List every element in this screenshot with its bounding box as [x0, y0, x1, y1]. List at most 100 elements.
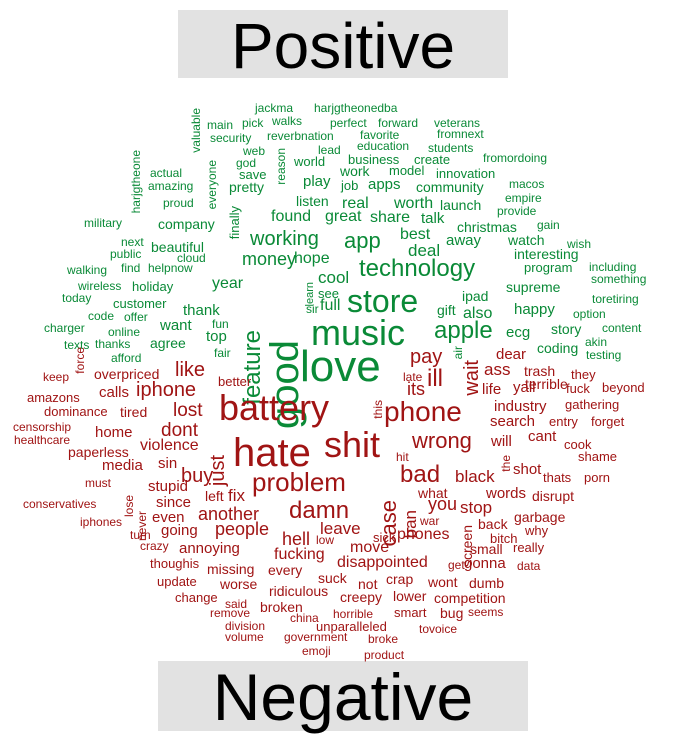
word-happy: happy [514, 301, 555, 318]
word-dominance: dominance [44, 404, 108, 419]
word-fun: fun [212, 317, 229, 331]
word-pick: pick [242, 116, 264, 130]
word-change: change [175, 590, 218, 605]
word-real: real [342, 195, 369, 212]
word-shot: shot [513, 461, 542, 478]
word-stop: stop [460, 498, 493, 517]
word-words: words [486, 485, 527, 502]
word-apple: apple [434, 317, 493, 344]
word-cool: cool [318, 268, 350, 287]
word-talk: talk [421, 210, 445, 227]
word-job: job [341, 178, 359, 193]
word-broken: broken [260, 599, 303, 615]
word-away: away [446, 232, 482, 249]
word-main: main [207, 118, 234, 132]
word-cook: cook [564, 437, 592, 452]
word-web: web [243, 144, 266, 158]
word-tired: tired [120, 404, 148, 420]
word-phone: phone [384, 396, 462, 427]
word-walking: walking [67, 263, 108, 277]
word-store: store [347, 283, 419, 319]
word-war: war [420, 514, 440, 528]
word-helpnow: helpnow [148, 261, 193, 275]
word-save: save [239, 167, 267, 182]
word-story: story [551, 321, 582, 337]
word-worth: worth [394, 195, 434, 212]
word-air: air [451, 346, 465, 360]
word-gain: gain [537, 218, 560, 232]
word-sick: sick [373, 530, 396, 545]
word-cloud: cloud [177, 251, 206, 265]
word-healthcare: healthcare [14, 433, 71, 447]
word-fuck: fuck [566, 381, 590, 396]
word-amazons: amazons [27, 390, 80, 405]
word-iphones: iphones [80, 515, 123, 529]
word-wish: wish [567, 237, 592, 251]
word-jackma: jackma [255, 101, 294, 115]
word-people: people [215, 519, 270, 539]
word-walks: walks [272, 114, 303, 128]
word-thank: thank [183, 302, 220, 319]
word-wont: wont [428, 574, 458, 590]
word-find: find [121, 261, 141, 275]
word-military: military [84, 216, 122, 230]
word-education: education [357, 139, 410, 153]
word-why: why [525, 523, 549, 538]
word-lose: lose [122, 495, 136, 518]
word-hate: hate [233, 431, 311, 475]
word-dear: dear [496, 346, 527, 363]
word-actual: actual [150, 166, 183, 180]
word-bitch: bitch [490, 531, 518, 546]
word-hit: hit [396, 450, 409, 464]
word-china: china [290, 611, 319, 625]
word-not: not [358, 576, 378, 592]
word-smart: smart [394, 605, 427, 620]
word-remove: remove [210, 606, 251, 620]
word-online: online [108, 325, 141, 339]
word-broke: broke [368, 632, 399, 646]
word-division: division [225, 619, 266, 633]
word-agree: agree [150, 335, 186, 351]
word-entry: entry [549, 414, 578, 429]
word-veterans: veterans [434, 116, 481, 130]
word-hell: hell [282, 529, 311, 549]
word-forget: forget [591, 414, 625, 429]
word-amazing: amazing [148, 179, 194, 193]
word-conservatives: conservatives [23, 497, 97, 511]
word-wait: wait [461, 360, 483, 396]
word-great: great [325, 208, 362, 225]
word-unparalleled: unparalleled [316, 619, 387, 634]
word-damn: damn [289, 497, 350, 524]
word-coding: coding [537, 340, 579, 356]
word-terrible: terrible [525, 376, 568, 392]
word-must: must [85, 476, 112, 490]
word-overpriced: overpriced [94, 366, 160, 382]
word-working: working [250, 228, 319, 250]
word-something: something [591, 272, 647, 286]
word-top: top [206, 328, 227, 345]
word-small: small [470, 541, 503, 557]
word-toretiring: toretiring [592, 292, 639, 306]
word-battery: battery [219, 387, 330, 428]
word-perfect: perfect [330, 116, 367, 130]
word-competition: competition [434, 590, 506, 606]
word-content: content [602, 321, 642, 335]
word-model: model [389, 163, 425, 178]
word-security: security [210, 131, 252, 145]
word-provide: provide [497, 204, 537, 218]
word-deal: deal [408, 241, 441, 260]
word-launch: launch [440, 197, 482, 213]
word-world: world [294, 154, 326, 169]
word-proud: proud [163, 196, 194, 210]
word-problem: problem [252, 467, 346, 497]
word-valuable: valuable [189, 108, 203, 153]
word-today: today [62, 291, 92, 305]
word-like: like [175, 359, 206, 381]
word-best: best [400, 226, 431, 243]
word-this: this [371, 400, 385, 419]
word-ipad: ipad [462, 288, 489, 304]
word-suck: suck [318, 570, 347, 586]
word-industry: industry [494, 398, 547, 415]
word-fair: fair [214, 346, 231, 360]
